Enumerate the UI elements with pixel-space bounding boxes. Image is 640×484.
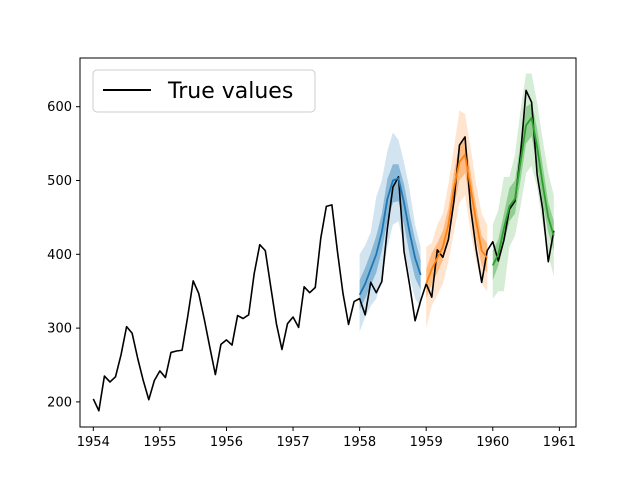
y-tick-label: 200: [47, 395, 72, 410]
plot-frame: [79, 57, 577, 428]
forecast-1-inner-band: [359, 164, 421, 310]
y-tick-label: 300: [47, 322, 72, 337]
x-tick-label: 1958: [343, 435, 376, 450]
forecast-1-outer-band: [359, 132, 421, 332]
x-tick-label: 1955: [143, 435, 176, 450]
forecast-2-inner-band: [426, 139, 488, 299]
y-tick-label: 400: [47, 248, 72, 263]
forecast-bands-layer: [359, 73, 554, 332]
legend-box: [92, 69, 316, 113]
legend-label-true-values: True values: [167, 79, 293, 104]
forecast-1-median-line: [358, 177, 422, 296]
axes-layer: 1954 1955 1956 1957 1958 1959 1960 1961 200 300 40…: [47, 100, 576, 450]
x-tick-label: 1956: [210, 435, 243, 450]
x-tick-label: 1959: [410, 435, 443, 450]
forecast-3-median-line: [491, 116, 555, 266]
forecast-2-median-line: [425, 153, 488, 285]
forecast-3-outer-band: [492, 73, 554, 299]
forecast-2-outer-band: [426, 110, 488, 329]
x-tick-label: 1961: [543, 435, 576, 450]
forecast-3-inner-band: [492, 103, 554, 281]
y-tick-label: 600: [47, 100, 72, 115]
y-tick-label: 500: [47, 174, 72, 189]
legend: True values: [92, 69, 316, 113]
lines-layer: [92, 89, 555, 412]
x-tick-label: 1957: [277, 435, 310, 450]
true-values-line: [92, 89, 555, 412]
x-tick-label: 1954: [77, 435, 110, 450]
x-tick-label: 1960: [476, 435, 509, 450]
